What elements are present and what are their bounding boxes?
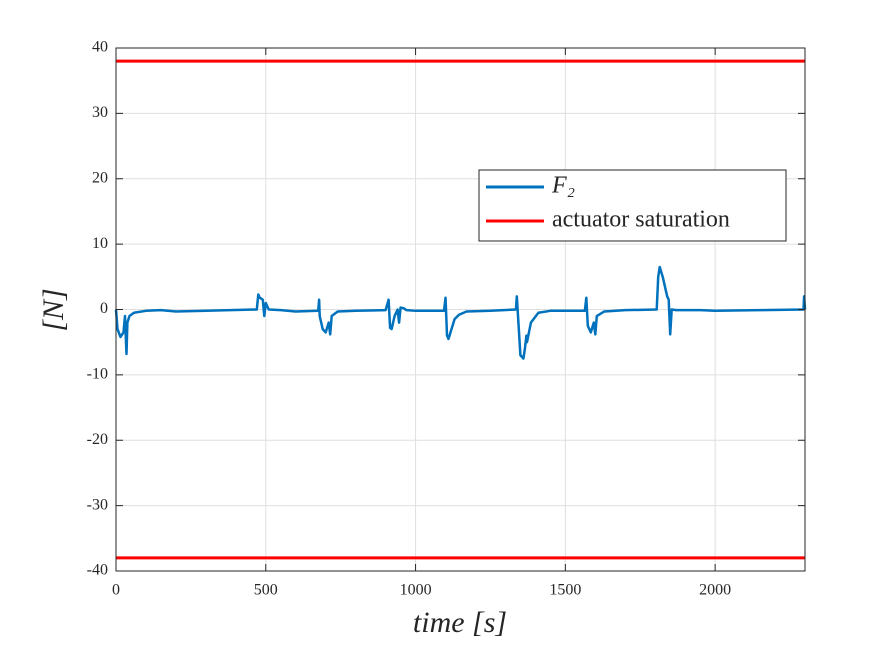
x-tick-label: 1500 [549, 582, 581, 599]
y-tick-label: 20 [92, 169, 108, 186]
legend: F₂ actuator saturation [478, 169, 787, 242]
y-tick-label: 40 [92, 39, 108, 56]
y-tick-label: 10 [92, 235, 108, 252]
y-tick-label: 0 [100, 300, 108, 317]
x-tick-label: 0 [112, 582, 120, 599]
ticks: 0 500 1000 1500 2000 -40 -30 -20 -10 0 10 20 30 40 [87, 39, 805, 599]
y-axis-label: [N] [37, 288, 70, 331]
legend-label: actuator saturation [552, 207, 730, 233]
legend-box [478, 169, 787, 242]
y-tick-label: 30 [92, 104, 108, 121]
x-tick-label: 500 [254, 582, 278, 599]
y-tick-label: -20 [87, 431, 108, 448]
y-tick-label: -30 [87, 496, 108, 513]
x-tick-label: 1000 [400, 582, 432, 599]
legend-label: F₂ [551, 173, 575, 199]
x-axis-label: time [s] [413, 606, 507, 639]
y-tick-label: -10 [87, 366, 108, 383]
x-tick-label: 2000 [699, 582, 731, 599]
marks [114, 59, 807, 560]
y-tick-label: -40 [87, 562, 108, 579]
data-line [114, 265, 807, 360]
